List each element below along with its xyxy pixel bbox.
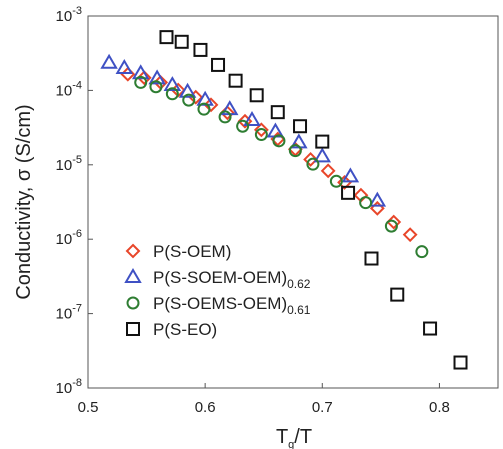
x-tick-label: 0.5 — [78, 399, 99, 416]
data-point — [313, 147, 332, 163]
legend: P(S-OEM) P(S-SOEM-OEM)0.62 P(S-OEMS-OEM)0.… — [124, 242, 311, 339]
data-point — [193, 42, 208, 57]
y-axis-label: Conductivity, σ (S/cm) — [13, 104, 35, 299]
x-axis-label-main: T — [276, 426, 288, 448]
data-point — [303, 152, 318, 167]
y-tick-label: 10-3 — [56, 5, 82, 25]
y-tick-label: 10-4 — [56, 79, 82, 99]
data-point — [272, 134, 286, 148]
data-point — [182, 93, 196, 107]
data-point — [320, 163, 336, 179]
legend-marker — [126, 322, 140, 336]
data-point — [197, 102, 211, 116]
data-point — [384, 219, 398, 233]
data-point — [249, 88, 264, 103]
data-point — [100, 53, 118, 69]
data-point — [368, 191, 387, 207]
data-point — [236, 119, 250, 133]
data-point — [148, 69, 166, 85]
data-point — [149, 80, 163, 94]
data-point — [178, 82, 197, 98]
legend-marker — [124, 268, 142, 283]
legend-label: P(S-EO) — [153, 320, 217, 339]
data-point — [228, 73, 243, 88]
data-point — [390, 287, 405, 302]
x-tick-label: 0.7 — [312, 399, 333, 416]
data-point — [329, 174, 343, 188]
data-point — [165, 87, 179, 101]
data-point — [253, 122, 269, 138]
data-point — [293, 119, 308, 134]
data-point — [254, 128, 268, 142]
legend-label: P(S-OEMS-OEM)0.61 — [153, 294, 311, 317]
x-axis-label-rest: /T — [294, 426, 312, 448]
data-point — [120, 66, 136, 82]
x-tick-label: 0.8 — [429, 399, 450, 416]
data-point — [174, 34, 189, 49]
data-series — [100, 30, 468, 370]
y-tick-label: 10-8 — [56, 377, 82, 397]
legend-label: P(S-SOEM-OEM)0.62 — [153, 268, 311, 291]
legend-marker — [125, 243, 141, 259]
data-point — [288, 144, 302, 158]
data-point — [115, 59, 134, 75]
y-tick-label: 10-5 — [56, 154, 82, 174]
x-axis-label: Tg/T — [276, 426, 312, 449]
x-tick-label: 0.6 — [195, 399, 216, 416]
series-circle — [134, 75, 429, 259]
data-point — [203, 97, 219, 113]
y-axis-ticks: 10-3 10-4 10-5 10-6 10-7 10-8 — [56, 5, 93, 397]
data-point — [218, 110, 232, 124]
data-point — [402, 227, 418, 243]
legend-marker — [126, 296, 140, 310]
series-triangle — [100, 53, 387, 207]
data-point — [243, 111, 261, 127]
data-point — [369, 200, 385, 216]
data-point — [453, 355, 468, 370]
plot-frame — [87, 15, 499, 389]
x-axis-ticks: 0.5 0.6 0.7 0.8 — [78, 383, 450, 416]
data-point — [134, 75, 148, 89]
data-point — [136, 70, 152, 86]
data-point — [423, 321, 438, 336]
data-point — [211, 57, 226, 72]
data-point — [163, 76, 182, 92]
data-point — [315, 134, 330, 149]
legend-label: P(S-OEM) — [153, 242, 231, 261]
data-point — [159, 30, 174, 45]
data-point — [341, 167, 360, 183]
data-point — [131, 64, 150, 80]
series-square — [159, 30, 468, 370]
data-point — [341, 185, 356, 200]
data-point — [415, 245, 429, 259]
data-point — [306, 157, 320, 171]
data-point — [364, 251, 379, 266]
y-tick-label: 10-7 — [56, 303, 82, 323]
x-axis-label-sub: g — [288, 439, 294, 449]
y-tick-label: 10-6 — [56, 228, 82, 248]
data-point — [270, 105, 285, 120]
data-point — [359, 196, 373, 210]
